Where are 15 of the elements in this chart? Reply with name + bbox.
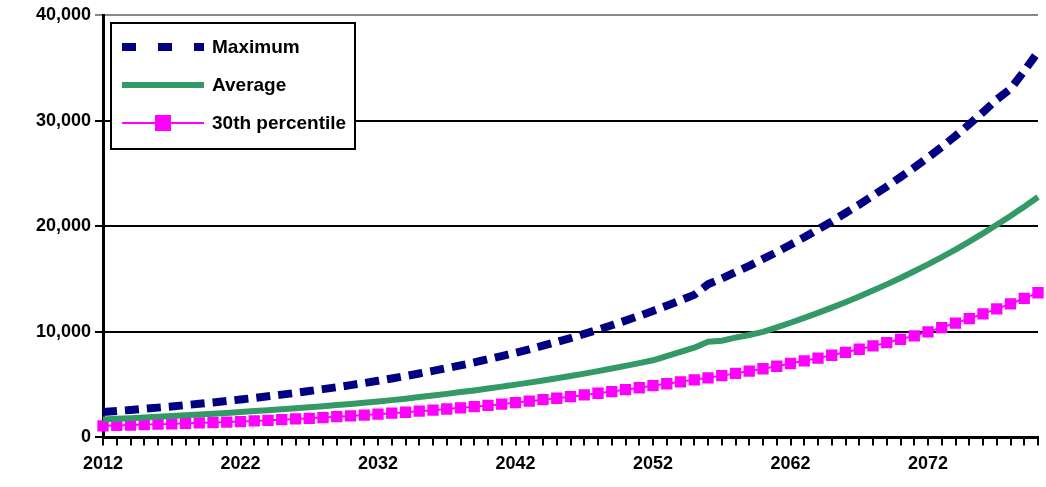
x-tick-label: 2072 bbox=[907, 453, 949, 474]
x-tick-label: 2012 bbox=[82, 453, 124, 474]
x-tick-label: 2022 bbox=[220, 453, 261, 474]
y-tick-label: 10,000 bbox=[35, 320, 91, 341]
x-tick-label: 2062 bbox=[770, 453, 811, 474]
x-tick-label: 2042 bbox=[495, 453, 536, 474]
y-tick-label: 40,000 bbox=[35, 3, 91, 24]
legend-label: 30th percentile bbox=[212, 112, 347, 134]
legend-label: Maximum bbox=[212, 36, 300, 58]
y-tick-label: 20,000 bbox=[35, 215, 91, 236]
y-tick-label: 0 bbox=[80, 426, 91, 447]
x-tick-label: 2032 bbox=[357, 453, 399, 474]
legend-label: Average bbox=[212, 74, 287, 96]
x-tick-label: 2052 bbox=[632, 453, 674, 474]
y-tick-label: 30,000 bbox=[35, 109, 91, 130]
